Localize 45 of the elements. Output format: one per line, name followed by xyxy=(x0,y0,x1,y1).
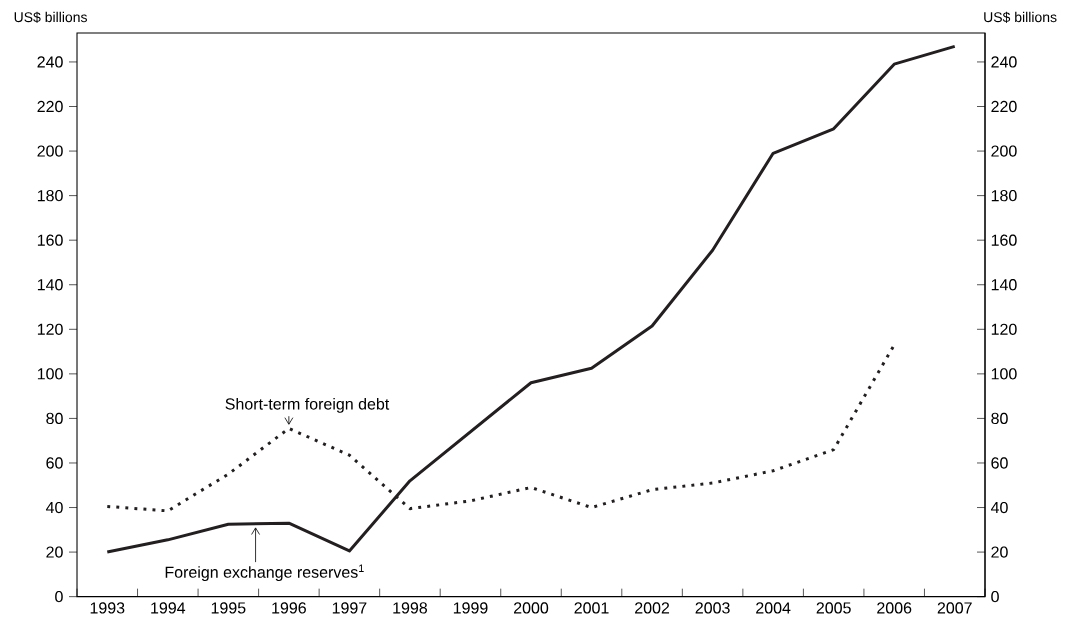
x-tick-label: 1993 xyxy=(90,602,125,614)
y2-tick-label: 60 xyxy=(991,457,1008,469)
y2-tick-label: 80 xyxy=(991,412,1008,425)
y-tick-label: 60 xyxy=(46,457,63,469)
x-tick-label: 1994 xyxy=(151,602,186,614)
y2-axis-title: US$ billions xyxy=(984,11,1057,23)
y-tick-label: 0 xyxy=(55,590,63,603)
y2-tick-label: 0 xyxy=(991,590,999,603)
y2-tick-label: 160 xyxy=(991,234,1017,246)
y2-tick-label: 240 xyxy=(991,56,1017,68)
x-tick-label: 1995 xyxy=(211,602,246,614)
y2-tick-label: 40 xyxy=(990,501,1008,514)
x-tick-label: 2004 xyxy=(756,602,791,614)
series-label: Foreign exchange reserves$^{1}$ xyxy=(165,564,364,582)
y-tick-label: 140 xyxy=(37,279,63,291)
y2-tick-label: 200 xyxy=(991,145,1017,157)
x-tick-label: 2001 xyxy=(574,602,609,614)
y-tick-label: 180 xyxy=(37,189,63,202)
x-tick-label: 1996 xyxy=(272,602,306,614)
y-tick-label: 100 xyxy=(37,368,63,380)
y2-tick-label: 140 xyxy=(991,279,1017,291)
y2-tick-label: 20 xyxy=(991,546,1008,558)
y-tick-label: 20 xyxy=(46,546,63,558)
x-tick-label: 2002 xyxy=(635,602,670,614)
y2-tick-label: 100 xyxy=(991,368,1017,380)
x-tick-label: 2005 xyxy=(816,602,851,614)
y-tick-label: 160 xyxy=(37,234,63,246)
x-tick-label: 2003 xyxy=(695,602,730,614)
y-tick-label: 200 xyxy=(37,145,63,157)
y-tick-label: 40 xyxy=(45,501,63,514)
y-tick-label: 80 xyxy=(46,412,63,425)
y-tick-label: 220 xyxy=(37,100,63,113)
y-tick-label: 120 xyxy=(37,323,63,335)
y2-tick-label: 220 xyxy=(991,100,1017,113)
y2-tick-label: 180 xyxy=(991,189,1017,202)
y2-tick-label: 120 xyxy=(991,323,1017,335)
y-tick-label: 240 xyxy=(37,56,63,68)
x-tick-label: 2006 xyxy=(877,602,912,614)
x-tick-label: 2000 xyxy=(514,602,549,614)
x-tick-label: 1998 xyxy=(393,602,428,614)
x-tick-label: 2007 xyxy=(937,602,972,614)
series-label: Short-term foreign debt xyxy=(225,397,390,413)
x-tick-label: 1999 xyxy=(453,602,488,614)
y-axis-title: US$ billions xyxy=(14,11,87,23)
x-tick-label: 1997 xyxy=(332,602,367,614)
